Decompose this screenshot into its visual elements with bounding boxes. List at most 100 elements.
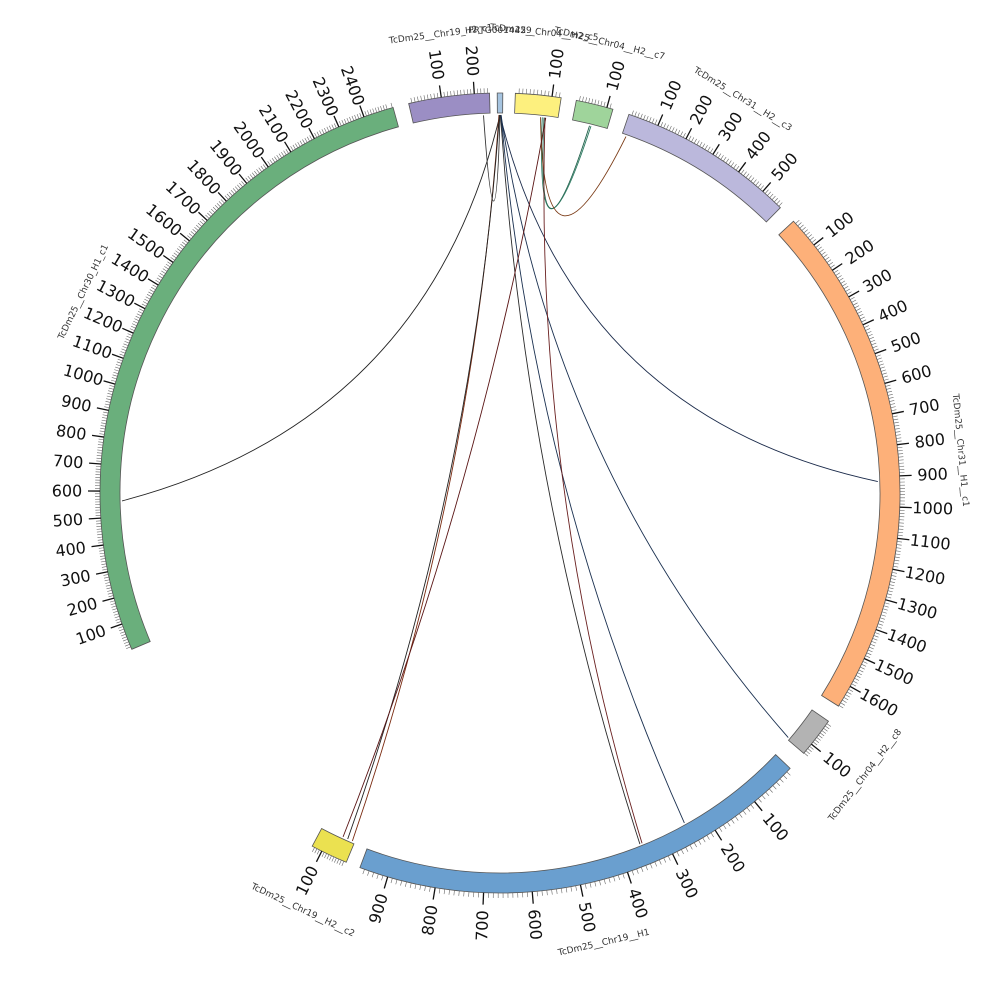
minor-tick — [187, 235, 192, 239]
minor-tick — [362, 869, 365, 875]
minor-tick — [237, 184, 241, 189]
minor-tick — [245, 177, 250, 182]
minor-tick — [230, 189, 235, 195]
link-ptg-c19_H1 — [500, 114, 641, 845]
tick-label: 800 — [914, 429, 947, 452]
minor-tick — [631, 110, 634, 116]
minor-tick — [875, 354, 881, 357]
minor-tick — [99, 430, 105, 433]
minor-tick — [405, 881, 407, 887]
minor-tick — [887, 593, 893, 596]
minor-tick — [306, 136, 310, 142]
minor-tick — [890, 406, 896, 408]
minor-tick — [326, 126, 330, 132]
minor-tick — [896, 544, 902, 546]
minor-tick — [390, 102, 393, 108]
minor-tick — [346, 117, 350, 123]
minor-tick — [136, 313, 142, 317]
minor-tick — [680, 131, 683, 137]
tick-label: 1000 — [912, 498, 953, 518]
segment-c19_H2_c2 — [311, 827, 355, 863]
minor-tick — [840, 280, 846, 284]
minor-tick — [818, 734, 823, 739]
minor-tick — [892, 415, 898, 418]
major-tick — [147, 278, 159, 286]
tick-label: 900 — [365, 891, 392, 926]
minor-tick — [889, 584, 895, 587]
minor-tick — [693, 842, 697, 848]
major-tick — [875, 628, 888, 635]
minor-tick — [430, 93, 432, 99]
minor-tick — [103, 411, 109, 414]
minor-tick — [702, 143, 706, 149]
minor-tick — [755, 181, 760, 186]
minor-tick — [419, 885, 422, 891]
minor-tick — [848, 688, 854, 692]
minor-tick — [698, 840, 702, 845]
minor-tick — [556, 888, 558, 894]
link-ptg-c31_H1_c1 — [499, 114, 878, 482]
link-c04_H2_c5-c31_H2_c3 — [540, 117, 627, 217]
minor-tick — [717, 153, 722, 158]
minor-tick — [654, 119, 658, 125]
minor-tick — [663, 857, 667, 863]
minor-tick — [314, 848, 318, 854]
minor-tick — [740, 169, 745, 174]
segment-c19_H1 — [359, 754, 791, 894]
minor-tick — [453, 90, 455, 96]
tick-label: 500 — [767, 149, 801, 185]
minor-tick — [585, 97, 587, 103]
segment-c04_H2_c5 — [514, 92, 562, 118]
minor-tick — [207, 212, 212, 217]
minor-tick — [883, 378, 889, 381]
minor-tick — [548, 90, 550, 96]
minor-tick — [861, 663, 867, 667]
major-tick — [179, 232, 190, 242]
minor-tick — [141, 303, 147, 307]
minor-tick — [145, 296, 151, 300]
major-tick — [238, 173, 248, 184]
major-tick — [810, 743, 822, 753]
minor-tick — [302, 139, 306, 144]
minor-tick — [446, 91, 449, 97]
tick-label: 1500 — [872, 655, 917, 689]
minor-tick — [377, 106, 380, 112]
minor-tick — [889, 400, 895, 402]
segment-c04_H2_c7 — [572, 99, 614, 129]
minor-tick — [879, 617, 885, 620]
minor-tick — [631, 870, 635, 876]
tick-label: 1400 — [885, 625, 930, 657]
minor-tick — [106, 395, 112, 398]
minor-tick — [334, 857, 337, 863]
minor-tick — [852, 680, 858, 684]
minor-tick — [251, 172, 256, 177]
minor-tick — [707, 146, 711, 152]
minor-tick — [886, 387, 892, 390]
minor-tick — [97, 539, 103, 541]
minor-tick — [650, 863, 653, 869]
major-tick — [103, 380, 116, 385]
tick-label: 1200 — [81, 303, 126, 337]
minor-tick — [731, 819, 735, 824]
minor-tick — [893, 418, 899, 421]
minor-tick — [720, 155, 724, 160]
minor-tick — [218, 201, 223, 206]
minor-tick — [120, 351, 126, 354]
minor-tick — [864, 325, 869, 328]
major-tick — [531, 891, 534, 904]
minor-tick — [807, 234, 812, 238]
minor-tick — [98, 438, 104, 441]
minor-tick — [854, 305, 860, 309]
minor-tick — [382, 105, 385, 111]
minor-tick — [97, 449, 103, 451]
minor-tick — [858, 669, 864, 673]
minor-tick — [290, 146, 294, 151]
link-ptg-c04_H2_c8 — [500, 114, 789, 738]
minor-tick — [450, 90, 452, 97]
minor-tick — [888, 397, 894, 399]
minor-tick — [146, 294, 152, 298]
minor-tick — [196, 224, 201, 229]
minor-tick — [456, 90, 459, 96]
minor-tick — [840, 702, 846, 706]
minor-tick — [772, 785, 777, 790]
